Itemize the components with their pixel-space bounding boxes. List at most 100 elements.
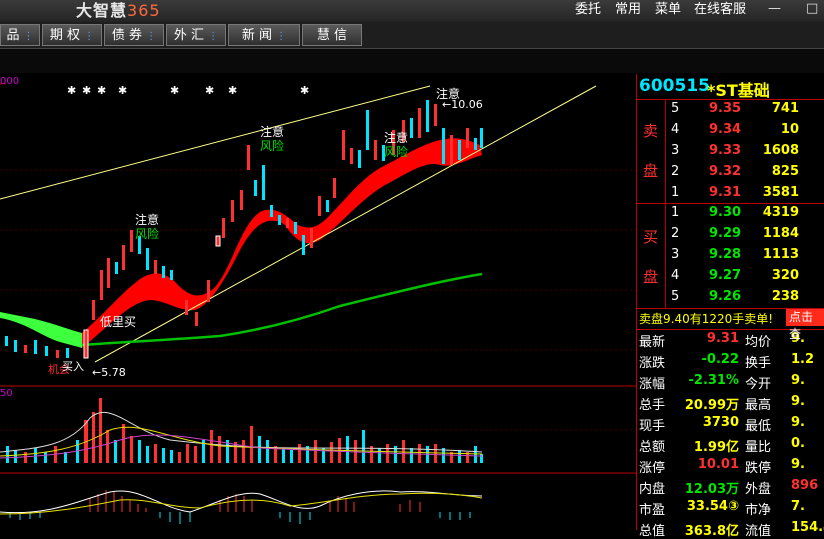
- order-price: 9.32: [709, 164, 742, 179]
- order-volume: 320: [771, 268, 799, 283]
- buy-order-row[interactable]: 2 9.29 1184: [637, 226, 824, 246]
- order-level: 3: [671, 143, 680, 158]
- up-trend-band: [82, 138, 482, 348]
- order-level: 4: [671, 268, 680, 283]
- order-price: 9.29: [709, 226, 742, 241]
- high-price-tag: ←10.06: [442, 98, 483, 111]
- svg-text:✱: ✱: [67, 84, 76, 97]
- divider: [637, 329, 824, 330]
- stat-value: 3730: [702, 415, 739, 430]
- low-price-tag: ←5.78: [92, 366, 126, 379]
- moving-average-line: [81, 272, 483, 347]
- big-order-notice[interactable]: 卖盘9.40有1220手卖单!: [639, 312, 774, 326]
- order-volume: 741: [771, 101, 799, 116]
- app-logo: 大智慧365: [76, 0, 161, 22]
- upper-trendline: [0, 85, 431, 200]
- svg-text:✱: ✱: [82, 84, 91, 97]
- stat-label: 最新: [639, 335, 666, 350]
- sell-order-row[interactable]: 2 9.32 825: [637, 164, 824, 184]
- stat-value: 154.4: [791, 520, 824, 535]
- divider: [665, 100, 666, 308]
- kline-chart[interactable]: ✱ ✱ ✱ ✱ ✱ ✱ ✱ ✱ 000 50 ←10.06 ←5.78 注意 风险 注意 …: [0, 74, 636, 530]
- order-level: 2: [671, 164, 680, 179]
- macd-histogram: [89, 490, 421, 512]
- order-level: 1: [671, 185, 680, 200]
- svg-text:✱: ✱: [300, 84, 309, 97]
- order-level: 1: [671, 205, 680, 220]
- svg-text:✱: ✱: [118, 84, 127, 97]
- tab-menu-icon: ⋮: [146, 31, 157, 42]
- stat-value: 10.01: [697, 457, 739, 472]
- order-volume: 3581: [762, 185, 799, 200]
- menu-entrust[interactable]: 委托: [575, 2, 602, 17]
- signal-markers: ✱ ✱ ✱ ✱ ✱ ✱ ✱ ✱: [67, 84, 309, 97]
- stat-value: 9.: [791, 331, 805, 346]
- warning-label: 注意: [384, 130, 408, 145]
- sell-order-row[interactable]: 4 9.34 10: [637, 122, 824, 142]
- volume-ma-white: [0, 412, 483, 453]
- order-price: 9.30: [709, 205, 742, 220]
- buy-low-label: 低里买: [100, 315, 136, 329]
- tab-menu-icon: ⋮: [208, 31, 219, 42]
- stat-value: 1.2: [791, 352, 815, 367]
- axis-volume-value: 50: [0, 388, 13, 399]
- tab-label: 新 闻: [241, 28, 273, 43]
- order-level: 2: [671, 226, 680, 241]
- order-price: 9.27: [709, 268, 742, 283]
- warning-label: 注意: [436, 86, 460, 101]
- menu-online-service[interactable]: 在线客服: [694, 2, 747, 17]
- tab-label: 债 券: [111, 28, 143, 43]
- opportunity-label: 机会: [48, 362, 70, 376]
- order-level: 4: [671, 122, 680, 137]
- buy-order-row[interactable]: 4 9.27 320: [637, 268, 824, 288]
- tab-label: 品: [6, 28, 20, 43]
- order-price: 9.28: [709, 247, 742, 262]
- stat-label: 涨幅: [639, 377, 666, 392]
- tab-label: 外 汇: [173, 28, 205, 43]
- buy-order-row[interactable]: 3 9.28 1113: [637, 247, 824, 267]
- risk-label: 风险: [135, 226, 159, 241]
- macd-histogram-neg: [9, 512, 471, 524]
- risk-label: 风险: [260, 138, 284, 153]
- svg-text:✱: ✱: [97, 84, 106, 97]
- stat-label: 市盈: [639, 503, 666, 518]
- buy-order-row[interactable]: 5 9.26 238: [637, 289, 824, 309]
- tab-news[interactable]: 新 闻 ⋮: [228, 24, 300, 46]
- order-volume: 4319: [762, 205, 799, 220]
- menu-common[interactable]: 常用: [615, 2, 642, 17]
- stat-value: 33.54③: [686, 499, 739, 514]
- order-level: 5: [671, 289, 680, 304]
- stat-value: 20.99万: [684, 398, 739, 413]
- tab-menu-icon: ⋮: [276, 31, 287, 42]
- click-view-button[interactable]: 点击查: [786, 309, 824, 341]
- menu-main[interactable]: 菜单: [655, 2, 682, 17]
- tab-options[interactable]: 期 权 ⋮: [42, 24, 102, 46]
- volume-ma-magenta: [0, 434, 483, 459]
- stat-label: 量比: [745, 440, 772, 455]
- buy-side-label: 买: [643, 228, 659, 246]
- sell-order-row[interactable]: 1 9.31 3581: [637, 185, 824, 205]
- stat-label: 外盘: [745, 482, 772, 497]
- svg-text:✱: ✱: [170, 84, 179, 97]
- stat-value: 12.03万: [684, 482, 739, 497]
- stat-value: -0.22: [701, 352, 739, 367]
- stat-label: 今开: [745, 377, 772, 392]
- stat-value: 9.: [791, 415, 805, 430]
- stat-label: 跌停: [745, 461, 772, 476]
- stat-label: 内盘: [639, 482, 666, 497]
- stat-value: 9.: [791, 457, 805, 472]
- quote-panel: 600515 *ST基础 卖 盘 买 盘 5 9.35 741 4 9.34 1…: [636, 74, 824, 539]
- divider: [637, 308, 824, 309]
- minimize-button[interactable]: —: [768, 1, 781, 16]
- stat-value: 1.99亿: [693, 440, 739, 455]
- tab-products[interactable]: 品 ⋮: [0, 24, 40, 46]
- sell-order-row[interactable]: 5 9.35 741: [637, 101, 824, 121]
- sell-order-row[interactable]: 3 9.33 1608: [637, 143, 824, 163]
- stat-value: 9.: [791, 373, 805, 388]
- tab-forex[interactable]: 外 汇 ⋮: [166, 24, 226, 46]
- tab-huixin[interactable]: 慧 信: [302, 24, 362, 46]
- stat-label: 总手: [639, 398, 666, 413]
- buy-order-row[interactable]: 1 9.30 4319: [637, 205, 824, 225]
- tab-bonds[interactable]: 债 券 ⋮: [104, 24, 164, 46]
- maximize-button[interactable]: □: [806, 1, 819, 16]
